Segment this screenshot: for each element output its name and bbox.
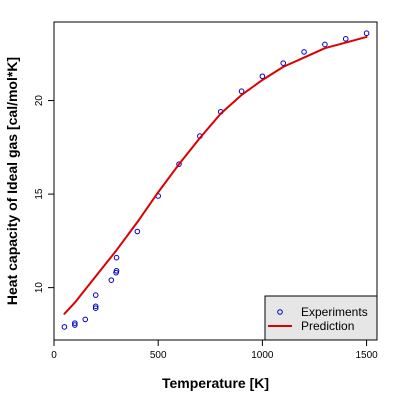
- plot-layer: [61, 30, 370, 330]
- x-axis-title: Temperature [K]: [162, 375, 269, 391]
- legend-label: Prediction: [301, 319, 354, 333]
- experiment-point: [113, 267, 120, 274]
- experiment-point: [108, 277, 115, 283]
- experiment-point: [238, 88, 245, 95]
- experiment-point: [72, 322, 78, 328]
- experiment-point: [259, 73, 266, 80]
- experiment-point: [92, 303, 99, 310]
- x-tick-label: 1000: [251, 350, 274, 361]
- experiment-point: [113, 254, 120, 261]
- y-tick-label: 10: [34, 282, 45, 294]
- experiment-point: [82, 316, 89, 323]
- experiment-point: [61, 324, 68, 330]
- experiment-point: [342, 36, 349, 42]
- experiment-point: [280, 60, 287, 66]
- legend-label: Experiments: [301, 305, 368, 319]
- y-tick-label: 15: [34, 188, 45, 200]
- legend-experiments-symbol: [277, 309, 283, 315]
- x-tick-label: 0: [51, 350, 57, 361]
- experiment-point: [363, 30, 370, 37]
- experiment-point: [134, 228, 141, 235]
- experiment-point: [301, 49, 307, 55]
- experiment-point: [92, 292, 99, 298]
- experiment-point: [322, 41, 328, 48]
- x-tick-label: 1500: [355, 350, 378, 361]
- plot-frame: [53, 21, 378, 341]
- experiment-point: [92, 305, 99, 312]
- x-tick-label: 500: [150, 350, 167, 361]
- y-tick-label: 20: [34, 95, 45, 107]
- experiment-point: [176, 161, 182, 167]
- prediction-line: [63, 35, 368, 315]
- y-axis-title: Heat capacity of Ideal gas [cal/mol*K]: [4, 57, 20, 305]
- experiment-point: [72, 320, 78, 326]
- legend-box: [264, 295, 378, 341]
- axis-layer: 0 500 1000 1500 10 15 20: [34, 21, 378, 361]
